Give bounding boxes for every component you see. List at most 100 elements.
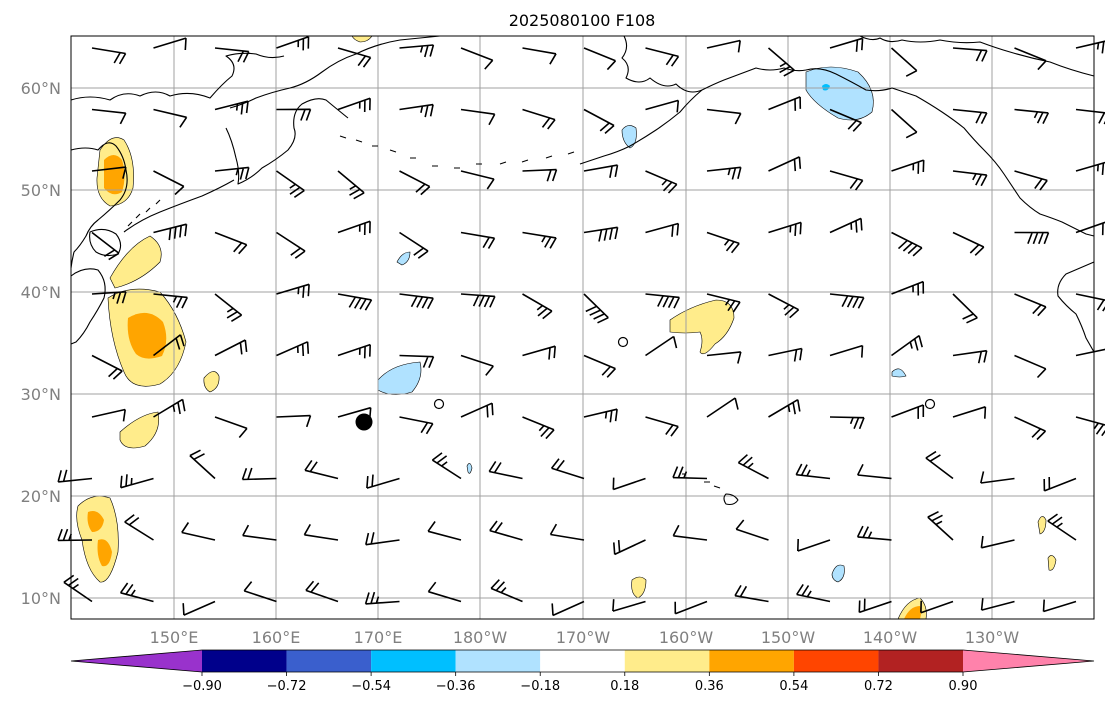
wind-barb bbox=[153, 108, 188, 128]
location-marker bbox=[355, 413, 373, 431]
colorbar-tick-label: 0.90 bbox=[949, 679, 978, 694]
wind-barb bbox=[303, 524, 339, 541]
wind-barb bbox=[583, 226, 619, 242]
wind-barb bbox=[952, 406, 987, 419]
wind-barb bbox=[674, 600, 708, 615]
wind-barb bbox=[768, 221, 802, 236]
wind-barb bbox=[153, 334, 185, 357]
lon-tick-label: 180°W bbox=[453, 628, 508, 647]
wind-barb bbox=[276, 170, 305, 198]
fill-orange-philippine-1 bbox=[87, 511, 104, 532]
wind-barb bbox=[952, 47, 988, 62]
lon-tick-label: 170°W bbox=[556, 628, 611, 647]
longitude-tick-labels: 150°E 160°E 170°E 180°W 170°W 160°W 150°W 140°W… bbox=[150, 628, 1020, 647]
wind-barb bbox=[829, 108, 862, 132]
wind-barb bbox=[1014, 293, 1047, 317]
colorbar-segment bbox=[455, 650, 541, 672]
wind-barb bbox=[1075, 40, 1105, 54]
latitude-tick-labels: 10°N 20°N 30°N 40°N 50°N 60°N bbox=[21, 79, 61, 608]
wind-barb bbox=[583, 408, 618, 423]
wind-barb bbox=[399, 231, 429, 259]
wind-barb bbox=[91, 408, 126, 422]
wind-barb bbox=[768, 293, 800, 319]
wind-barb bbox=[890, 108, 918, 139]
wind-barb bbox=[337, 47, 372, 68]
lat-tick-label: 50°N bbox=[21, 181, 61, 200]
wind-barb bbox=[890, 47, 918, 77]
wind-barb bbox=[214, 47, 250, 63]
colorbar-segment bbox=[286, 650, 372, 672]
wind-barb bbox=[57, 469, 93, 483]
wind-barb bbox=[829, 170, 864, 191]
wind-barb bbox=[1042, 599, 1077, 613]
gridlines bbox=[71, 36, 1094, 619]
wind-barb bbox=[858, 598, 892, 614]
fill-orange-south-east bbox=[904, 606, 921, 619]
wind-barb bbox=[63, 574, 93, 603]
coastline-canada-west bbox=[1057, 261, 1095, 353]
coastline-alaska-west bbox=[621, 35, 807, 93]
wind-barb bbox=[645, 99, 680, 113]
wind-barb bbox=[522, 345, 556, 360]
wind-barb bbox=[1075, 416, 1105, 437]
wind-barb bbox=[124, 514, 154, 541]
wind-barb bbox=[735, 519, 769, 541]
fill-positive-small-4 bbox=[1047, 555, 1057, 571]
wind-barb bbox=[57, 528, 93, 542]
contour-circle-3 bbox=[924, 398, 936, 410]
fill-negative-aleutian bbox=[621, 125, 637, 149]
wind-barb bbox=[768, 156, 802, 172]
wind-barb bbox=[583, 47, 617, 71]
wind-barb bbox=[980, 471, 1015, 484]
lat-tick-label: 40°N bbox=[21, 283, 61, 302]
wind-barb bbox=[583, 293, 609, 324]
colorbar-tick-label: 0.18 bbox=[610, 679, 639, 694]
wind-barb bbox=[460, 231, 496, 249]
colorbar: −0.90 −0.72 −0.54 −0.36 −0.18 0.18 0.36 0.54 0.7… bbox=[70, 649, 1095, 694]
wind-barb bbox=[399, 293, 434, 310]
wind-barb bbox=[645, 170, 678, 194]
wind-barb bbox=[214, 416, 248, 439]
wind-barb bbox=[706, 231, 740, 254]
wind-barb bbox=[522, 47, 557, 65]
fill-negative-small-1 bbox=[396, 251, 411, 266]
wind-barb bbox=[952, 293, 978, 324]
wind-barb bbox=[583, 354, 616, 378]
colorbar-segment bbox=[371, 650, 456, 672]
wind-barb bbox=[952, 170, 988, 187]
fill-orange-philippine-2 bbox=[97, 539, 112, 567]
wind-barb bbox=[1014, 354, 1047, 379]
colorbar-segment bbox=[540, 650, 625, 672]
wind-barb bbox=[91, 166, 127, 179]
wind-barb bbox=[243, 581, 277, 603]
wind-barb bbox=[1014, 108, 1050, 124]
contour-circle-2 bbox=[433, 398, 445, 410]
coastline-chukotka bbox=[229, 35, 441, 109]
wind-barb bbox=[460, 108, 496, 126]
wind-barb bbox=[91, 108, 127, 125]
wind-barb bbox=[980, 535, 1015, 549]
fill-negative-small-2 bbox=[891, 368, 907, 378]
coastline-arctic bbox=[859, 35, 1095, 77]
lon-tick-label: 150°E bbox=[150, 628, 199, 647]
wind-barb bbox=[399, 354, 435, 369]
wind-barb bbox=[460, 170, 495, 190]
wind-barb bbox=[153, 170, 185, 196]
wind-barb bbox=[120, 474, 154, 489]
colorbar-segment bbox=[624, 650, 710, 672]
wind-barb bbox=[189, 449, 216, 480]
wind-barb bbox=[489, 520, 523, 541]
wind-barb bbox=[181, 522, 216, 541]
fill-negative-small-3 bbox=[831, 564, 845, 583]
wind-barb bbox=[276, 231, 306, 259]
colorbar-extend-low bbox=[71, 650, 202, 672]
wind-barb bbox=[549, 523, 585, 541]
wind-barb bbox=[337, 97, 371, 113]
map-symbols bbox=[355, 336, 936, 431]
wind-barb bbox=[364, 591, 400, 605]
wind-barb bbox=[1075, 161, 1105, 175]
wind-barb bbox=[829, 37, 864, 52]
colorbar-tick-label: 0.36 bbox=[695, 679, 724, 694]
colorbar-segment bbox=[709, 650, 794, 672]
wind-barb bbox=[891, 334, 923, 357]
